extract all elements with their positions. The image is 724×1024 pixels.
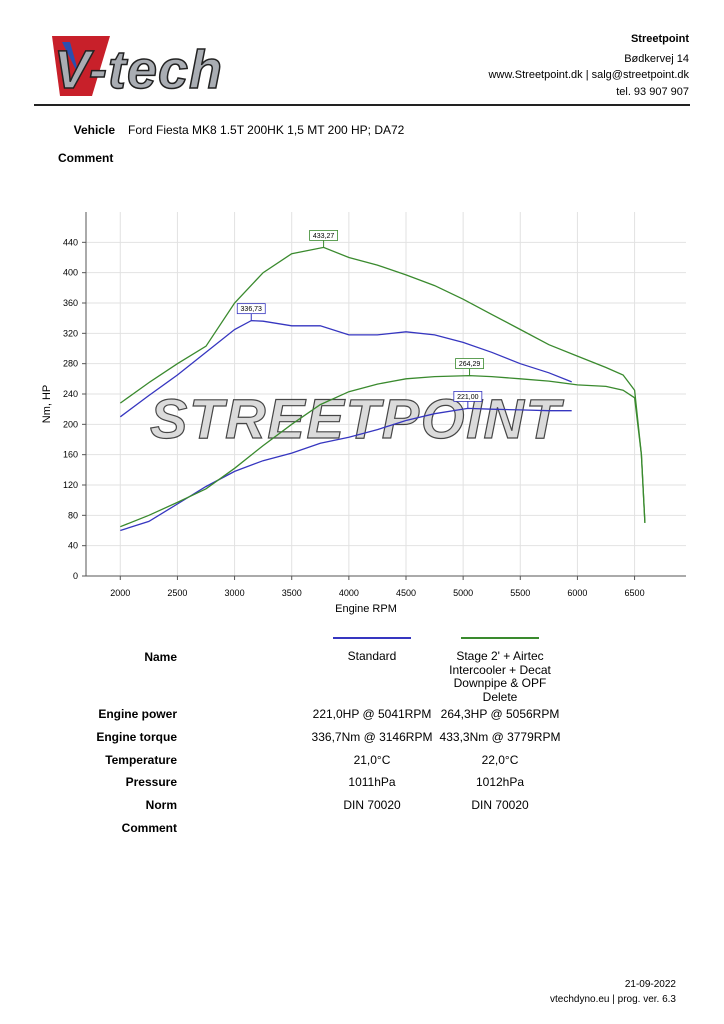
y-tick-label: 280 — [63, 359, 78, 369]
cell: 1012hPa — [475, 775, 525, 789]
row-label: Pressure — [125, 775, 177, 789]
row-label: Norm — [145, 798, 177, 812]
row-label: Temperature — [105, 753, 177, 767]
cell: DIN 70020 — [471, 798, 529, 812]
peak-box — [236, 303, 266, 315]
y-tick-label: 160 — [63, 450, 78, 460]
y-tick-label: 400 — [63, 268, 78, 278]
address: Bødkervej 14 — [624, 53, 689, 65]
x-tick-label: 4500 — [396, 588, 416, 598]
header-rule — [34, 104, 690, 106]
company: Streetpoint — [630, 33, 689, 45]
y-tick-label: 40 — [68, 541, 78, 551]
torque-line — [119, 246, 646, 523]
x-tick-label: 6000 — [567, 588, 587, 598]
cell: DIN 70020 — [343, 798, 401, 812]
cell: 433,3Nm @ 3779RPM — [439, 730, 561, 744]
cell: 1011hPa — [348, 775, 396, 789]
x-tick-label: 5500 — [510, 588, 530, 598]
web: www.Streetpoint.dk | salg@streetpoint.dk — [488, 69, 689, 81]
y-axis-label: Nm, HP — [41, 385, 53, 424]
y-tick-label: 0 — [73, 571, 78, 581]
cell: 336,7Nm @ 3146RPM — [311, 730, 433, 744]
logo-text: V-tech — [54, 40, 222, 100]
comment-label: Comment — [58, 151, 114, 165]
logo: V-tech — [52, 36, 223, 101]
x-tick-label: 6500 — [625, 588, 645, 598]
footer-version: vtechdyno.eu | prog. ver. 6.3 — [549, 994, 676, 1005]
cell: 21,0°C — [353, 753, 391, 767]
logo-shape — [62, 42, 80, 78]
cell: 22,0°C — [481, 753, 519, 767]
phone: tel. 93 907 907 — [616, 86, 689, 98]
peak-label: 264,29 — [459, 361, 481, 368]
peak-label: 336,73 — [241, 306, 263, 313]
x-tick-label: 2000 — [110, 588, 130, 598]
cell: 264,3HP @ 5056RPM — [440, 707, 560, 721]
y-tick-label: 440 — [63, 237, 78, 247]
x-tick-label: 5000 — [453, 588, 473, 598]
peak-label: 221,00 — [457, 394, 479, 401]
x-tick-label: 2500 — [167, 588, 187, 598]
vehicle-label: Vehicle — [73, 123, 115, 137]
x-tick-label: 3500 — [282, 588, 302, 598]
x-axis-label: Engine RPM — [335, 603, 397, 615]
series-name: Standard — [347, 649, 397, 663]
cell: 221,0HP @ 5041RPM — [312, 707, 432, 721]
watermark: STREETPOINT — [150, 387, 565, 450]
legend-line — [461, 637, 539, 639]
y-tick-label: 360 — [63, 298, 78, 308]
footer-date: 21-09-2022 — [624, 979, 676, 990]
table-label: Name — [144, 650, 177, 664]
peak-box — [309, 230, 339, 241]
x-tick-label: 4000 — [339, 588, 359, 598]
power-line — [120, 407, 572, 532]
y-tick-label: 320 — [63, 328, 78, 338]
peak-label: 433,27 — [313, 233, 335, 240]
peak-box — [453, 391, 483, 402]
y-tick-label: 80 — [68, 510, 78, 520]
chart: 0 40 80 120 160 200 240 280 320 360 400 440 2000 2500… — [41, 212, 686, 615]
torque-line — [119, 319, 572, 418]
series-name: Stage 2' + Airtec Intercooler + Decat Do… — [449, 649, 551, 704]
peak-box — [455, 358, 484, 369]
x-tick-label: 3000 — [225, 588, 245, 598]
row-label: Engine power — [98, 707, 177, 721]
y-tick-label: 240 — [63, 389, 78, 399]
row-label: Engine torque — [96, 730, 177, 744]
vehicle-value: Ford Fiesta MK8 1.5T 200HK 1,5 MT 200 HP… — [128, 123, 405, 137]
y-tick-label: 120 — [63, 480, 78, 490]
row-label: Comment — [121, 821, 177, 835]
y-tick-label: 200 — [63, 419, 78, 429]
legend-line — [333, 637, 411, 639]
power-line — [120, 374, 646, 528]
